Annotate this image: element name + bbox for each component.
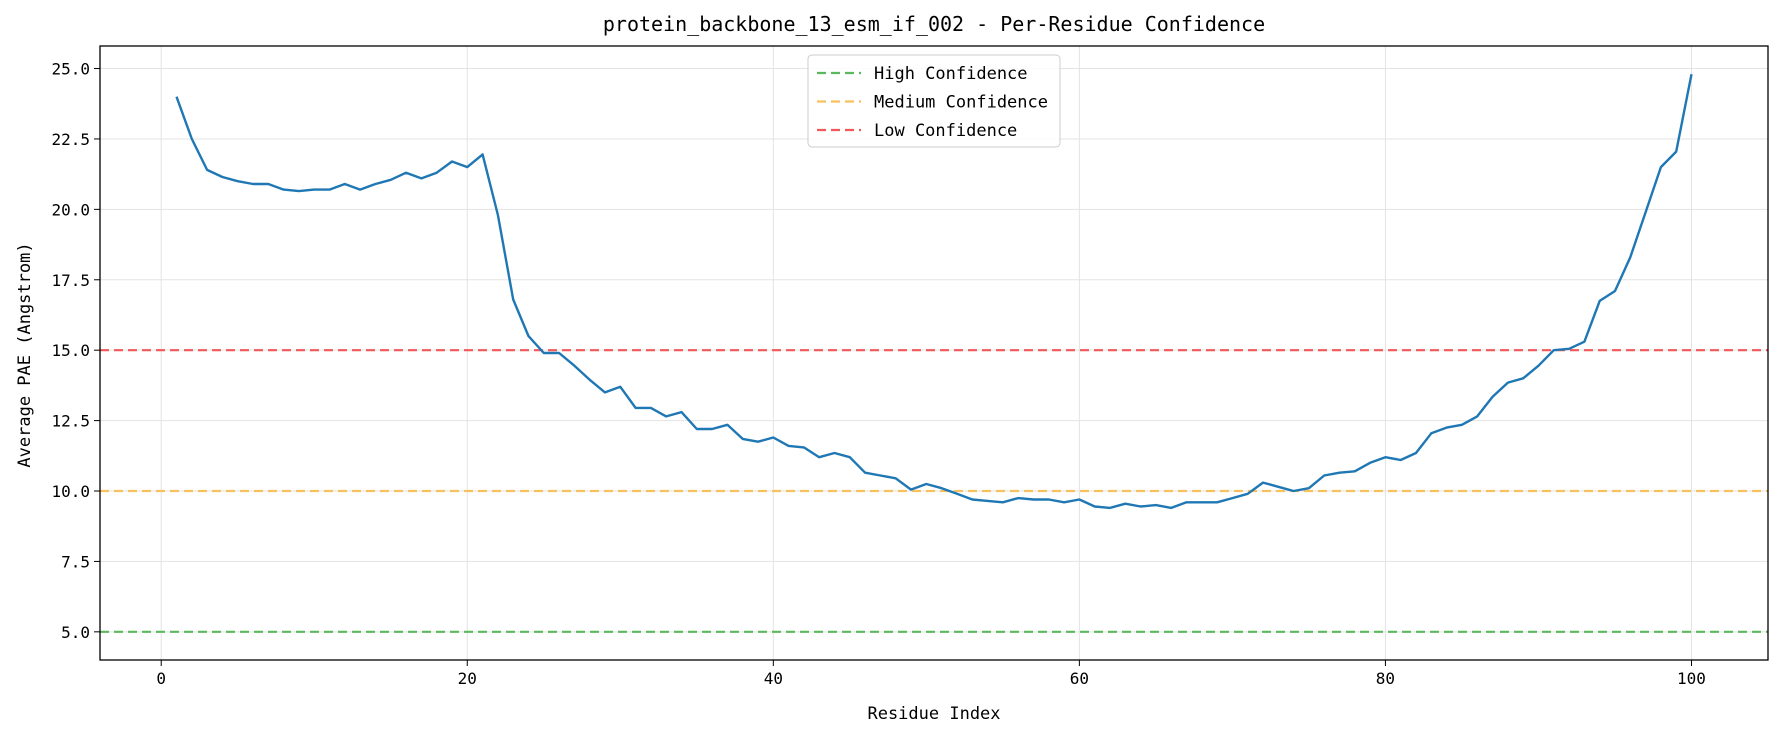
y-tick-label: 22.5 — [51, 130, 90, 149]
y-axis-title: Average PAE (Angstrom) — [15, 242, 35, 467]
y-tick-label: 10.0 — [51, 482, 90, 501]
plot-frame — [99, 45, 1769, 661]
pae-series-line — [175, 73, 1693, 510]
legend-entry: Medium Confidence — [817, 93, 1048, 113]
y-axis-ticks: 5.0 7.5 10.0 12.5 15.0 17.5 20.0 22.5 25.0 — [51, 60, 100, 642]
y-tick-label: 25.0 — [51, 60, 90, 79]
legend-box — [807, 54, 1061, 148]
x-tick-label: 60 — [1070, 669, 1089, 688]
legend: High Confidence Medium Confidence Low Conf… — [807, 54, 1061, 148]
reference-lines — [100, 349, 1768, 633]
x-tick-label: 0 — [156, 669, 166, 688]
y-tick-label: 17.5 — [51, 271, 90, 290]
y-tick-label: 15.0 — [51, 341, 90, 360]
y-tick-label: 20.0 — [51, 200, 90, 219]
x-axis-ticks: 0 20 40 60 80 100 — [156, 660, 1706, 688]
legend-label: Medium Confidence — [874, 93, 1048, 113]
legend-label: Low Confidence — [874, 121, 1017, 141]
y-tick-label: 7.5 — [61, 552, 90, 571]
legend-entry: High Confidence — [817, 64, 1028, 84]
chart-title: protein_backbone_13_esm_if_002 - Per-Res… — [603, 12, 1265, 36]
y-tick-label: 5.0 — [61, 623, 90, 642]
x-tick-label: 100 — [1677, 669, 1706, 688]
x-tick-label: 80 — [1376, 669, 1395, 688]
series-layer — [175, 73, 1693, 510]
legend-label: High Confidence — [874, 64, 1028, 84]
legend-entry: Low Confidence — [817, 121, 1017, 141]
x-axis-title: Residue Index — [867, 704, 1000, 724]
x-tick-label: 40 — [764, 669, 783, 688]
x-tick-label: 20 — [458, 669, 477, 688]
y-tick-label: 12.5 — [51, 412, 90, 431]
